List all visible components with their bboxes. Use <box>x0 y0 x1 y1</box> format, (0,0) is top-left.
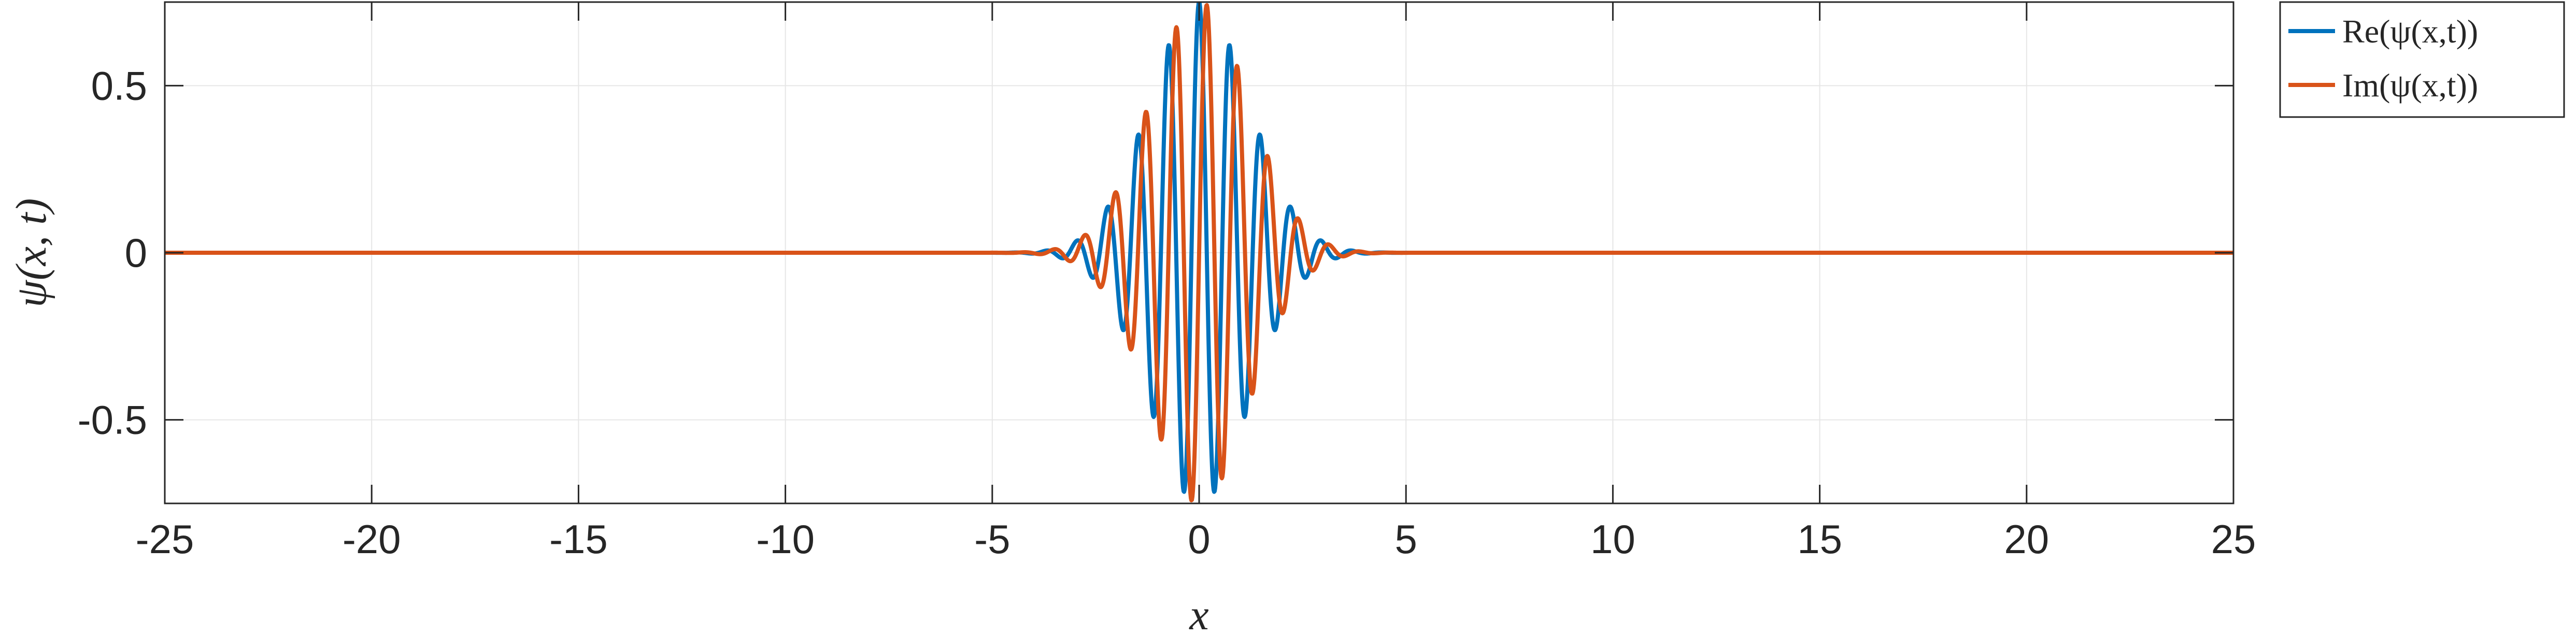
x-tick-label: 5 <box>1395 516 1417 562</box>
legend-label-real: Re(ψ(x,t)) <box>2342 13 2478 50</box>
y-tick-label: 0.5 <box>91 63 147 108</box>
x-tick-label: -15 <box>549 516 608 562</box>
x-tick-label: 15 <box>1797 516 1842 562</box>
x-axis-label: x <box>1188 591 1208 636</box>
y-tick-label: 0 <box>125 230 147 276</box>
x-tick-label: 20 <box>2004 516 2049 562</box>
legend-label-imag: Im(ψ(x,t)) <box>2342 67 2478 104</box>
y-axis-label: ψ(x, t) <box>7 198 55 308</box>
x-tick-label: -25 <box>136 516 194 562</box>
legend-box <box>2279 1 2565 118</box>
series-layer <box>165 2 2233 502</box>
legend: Re(ψ(x,t)) Im(ψ(x,t)) <box>2279 1 2565 118</box>
x-tick-label: -10 <box>756 516 815 562</box>
x-tick-label: 10 <box>1590 516 1635 562</box>
x-tick-label: -20 <box>343 516 401 562</box>
ticks: -25 -20 -15 -10 -5 0 5 10 15 20 25 -0.5 0 0.5 <box>78 2 2256 562</box>
x-tick-label: 0 <box>1188 516 1210 562</box>
series-line-imag <box>165 3 2233 502</box>
x-tick-label: 25 <box>2211 516 2256 562</box>
x-tick-label: -5 <box>974 516 1010 562</box>
y-tick-label: -0.5 <box>78 397 147 443</box>
